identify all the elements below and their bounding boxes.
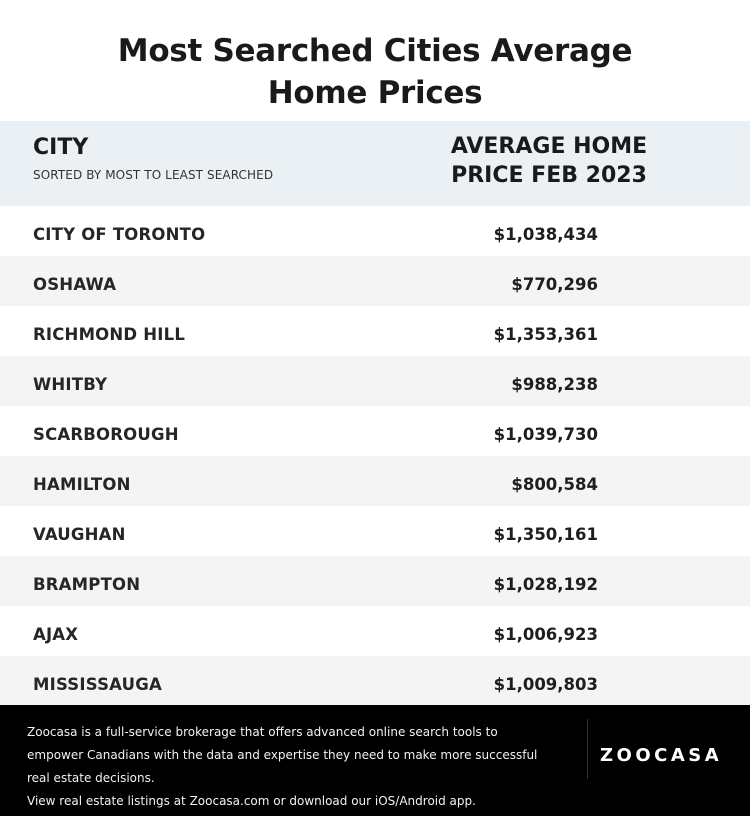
- city-name: WHITBY: [33, 375, 108, 394]
- table-body: CITY OF TORONTO $1,038,434 OSHAWA $770,296 R…: [0, 206, 750, 706]
- average-home-price: $1,350,161: [493, 525, 598, 544]
- city-column-header: CITY: [33, 135, 89, 160]
- zoocasa-logo: ZOOCASA: [600, 745, 723, 766]
- average-home-price: $988,238: [511, 375, 598, 394]
- table-row: SCARBOROUGH $1,039,730: [0, 406, 750, 456]
- table-row: VAUGHAN $1,350,161: [0, 506, 750, 556]
- table-row: MISSISSAUGA $1,009,803: [0, 656, 750, 706]
- footer-line-3: real estate decisions.: [27, 771, 155, 785]
- footer-line-4: View real estate listings at Zoocasa.com…: [27, 794, 476, 808]
- table-row: HAMILTON $800,584: [0, 456, 750, 506]
- average-home-price: $800,584: [511, 475, 598, 494]
- footer-text: Zoocasa is a full-service brokerage that…: [27, 721, 567, 813]
- city-name: BRAMPTON: [33, 575, 141, 594]
- chart-title: Most Searched Cities Average Home Prices: [0, 30, 750, 114]
- footer: Zoocasa is a full-service brokerage that…: [0, 705, 750, 816]
- city-name: OSHAWA: [33, 275, 117, 294]
- average-home-price: $770,296: [511, 275, 598, 294]
- city-name: SCARBOROUGH: [33, 425, 179, 444]
- table-row: CITY OF TORONTO $1,038,434: [0, 206, 750, 256]
- average-home-price: $1,038,434: [493, 225, 598, 244]
- table-row: RICHMOND HILL $1,353,361: [0, 306, 750, 356]
- city-name: HAMILTON: [33, 475, 131, 494]
- city-name: VAUGHAN: [33, 525, 126, 544]
- table-row: WHITBY $988,238: [0, 356, 750, 406]
- price-column-header-line-1: AVERAGE HOME: [450, 134, 648, 159]
- table-row: BRAMPTON $1,028,192: [0, 556, 750, 606]
- price-column-header-line-2: PRICE FEB 2023: [451, 163, 647, 188]
- average-home-price: $1,028,192: [493, 575, 598, 594]
- chart-title-line-2: Home Prices: [267, 75, 483, 111]
- average-home-price: $1,353,361: [493, 325, 598, 344]
- city-name: MISSISSAUGA: [33, 675, 162, 694]
- city-column-subheader: SORTED BY MOST TO LEAST SEARCHED: [33, 168, 274, 182]
- footer-line-2: empower Canadians with the data and expe…: [27, 748, 538, 762]
- city-name: AJAX: [33, 625, 79, 644]
- average-home-price: $1,039,730: [493, 425, 598, 444]
- average-home-price: $1,006,923: [493, 625, 598, 644]
- table-row: AJAX $1,006,923: [0, 606, 750, 656]
- table-row: OSHAWA $770,296: [0, 256, 750, 306]
- footer-divider: [587, 719, 588, 779]
- table-header: CITY SORTED BY MOST TO LEAST SEARCHED AV…: [0, 121, 750, 206]
- city-name: CITY OF TORONTO: [33, 225, 206, 244]
- average-home-price: $1,009,803: [493, 675, 598, 694]
- chart-title-line-1: Most Searched Cities Average: [117, 33, 633, 69]
- city-name: RICHMOND HILL: [33, 325, 186, 344]
- footer-line-1: Zoocasa is a full-service brokerage that…: [27, 725, 498, 739]
- price-column-header: AVERAGE HOME PRICE FEB 2023: [420, 132, 678, 190]
